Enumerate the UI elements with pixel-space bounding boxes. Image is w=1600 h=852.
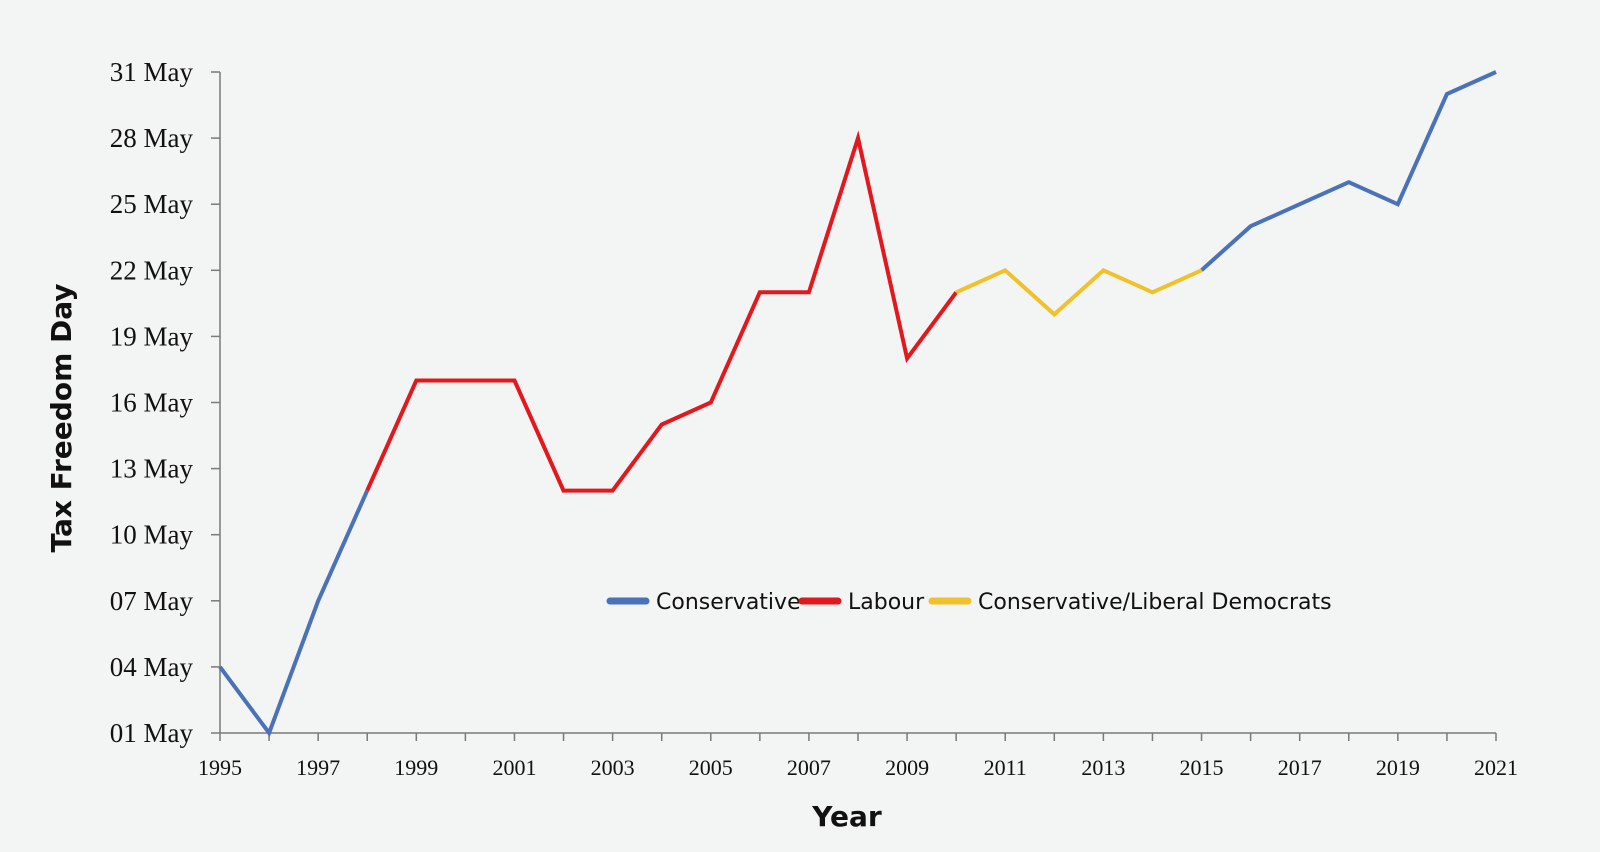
y-tick-label: 07 May [110, 586, 194, 616]
x-tick-label: 2007 [787, 755, 831, 780]
x-tick-label: 2017 [1278, 755, 1322, 780]
y-axis-title: Tax Freedom Day [45, 283, 78, 552]
x-tick-label: 1999 [394, 755, 438, 780]
x-tick-label: 2001 [492, 755, 536, 780]
x-axis-ticks: 1995 1997 1999 2001 2003 2005 2007 2009 2011 2013… [198, 733, 1518, 780]
legend-label: Conservative [656, 590, 801, 615]
legend-label: Conservative/Liberal Democrats [978, 590, 1332, 615]
x-tick-label: 2015 [1180, 755, 1224, 780]
x-tick-label: 2021 [1474, 755, 1518, 780]
x-tick-label: 2011 [984, 755, 1027, 780]
y-tick-label: 10 May [110, 520, 194, 550]
y-tick-label: 31 May [110, 57, 194, 87]
series-line-conservative [1200, 70, 1497, 272]
y-tick-label: 19 May [110, 321, 194, 351]
y-tick-label: 13 May [110, 454, 194, 484]
y-tick-label: 25 May [110, 189, 194, 219]
x-tick-label: 2003 [591, 755, 635, 780]
y-tick-label: 16 May [110, 388, 194, 418]
series-line-conservative [218, 489, 370, 738]
y-tick-label: 04 May [110, 652, 194, 682]
x-axis-title: Year [811, 800, 882, 833]
axes [219, 72, 1496, 734]
legend: Conservative Labour Conservative/Liberal D… [606, 590, 1332, 615]
y-tick-label: 28 May [110, 123, 194, 153]
x-tick-label: 2009 [885, 755, 929, 780]
y-axis-ticks: 01 May 04 May 07 May 10 May 13 May 16 May 19 M… [110, 57, 220, 748]
legend-label: Labour [848, 590, 925, 615]
series-line-conservative-liberal-democrats [955, 267, 1203, 318]
series-line-labour [365, 130, 958, 493]
y-tick-label: 01 May [110, 718, 194, 748]
x-tick-label: 1997 [296, 755, 340, 780]
x-tick-label: 2013 [1081, 755, 1125, 780]
y-tick-label: 22 May [110, 255, 194, 285]
x-tick-label: 1995 [198, 755, 242, 780]
x-tick-label: 2005 [689, 755, 733, 780]
series-lines [218, 70, 1497, 738]
x-tick-label: 2019 [1376, 755, 1420, 780]
